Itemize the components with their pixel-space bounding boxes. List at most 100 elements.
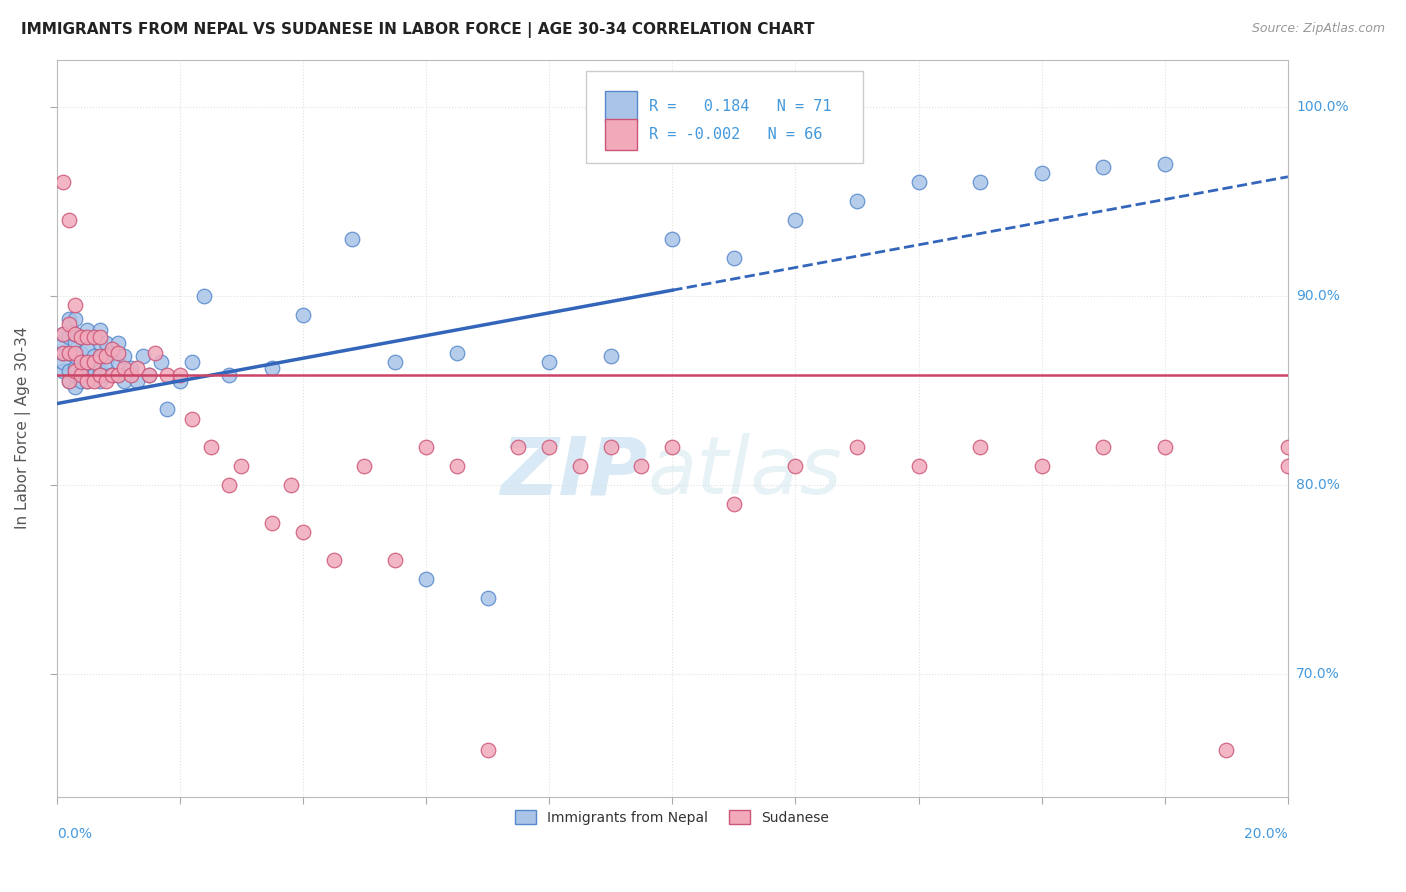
Point [1092, 440, 1115, 454]
Point [76, 330, 98, 344]
Point [291, 525, 314, 540]
Text: 100.0%: 100.0% [1296, 100, 1348, 114]
Text: 70.0%: 70.0% [1296, 667, 1340, 681]
Point [101, 345, 124, 359]
Point [1092, 161, 1115, 175]
Text: R = -0.002   N = 66: R = -0.002 N = 66 [650, 127, 823, 142]
Point [353, 458, 375, 473]
Point [661, 440, 683, 454]
Point [1153, 440, 1175, 454]
Text: 90.0%: 90.0% [1296, 289, 1340, 303]
Point [63, 364, 86, 378]
Point [107, 345, 129, 359]
Point [52, 336, 75, 351]
Point [63, 298, 86, 312]
Point [156, 402, 179, 417]
FancyBboxPatch shape [586, 70, 863, 163]
Point [138, 368, 160, 383]
Point [477, 591, 499, 606]
Point [52, 326, 75, 341]
Point [120, 360, 142, 375]
Point [94, 355, 117, 369]
Point [89, 323, 111, 337]
Point [94, 374, 117, 388]
Point [58, 374, 80, 388]
Point [76, 374, 98, 388]
Point [120, 368, 142, 383]
Point [415, 573, 437, 587]
Point [218, 478, 240, 492]
Point [94, 368, 117, 383]
FancyBboxPatch shape [605, 119, 637, 150]
Point [169, 374, 191, 388]
Point [101, 368, 124, 383]
Point [83, 330, 105, 344]
Point [112, 374, 135, 388]
Text: IMMIGRANTS FROM NEPAL VS SUDANESE IN LABOR FORCE | AGE 30-34 CORRELATION CHART: IMMIGRANTS FROM NEPAL VS SUDANESE IN LAB… [21, 22, 814, 38]
Point [63, 350, 86, 364]
Point [384, 355, 406, 369]
Point [785, 213, 807, 227]
Point [845, 194, 868, 209]
Point [52, 345, 75, 359]
Point [907, 458, 929, 473]
Point [63, 379, 86, 393]
Text: 80.0%: 80.0% [1296, 478, 1340, 491]
Point [538, 440, 561, 454]
Point [661, 232, 683, 246]
Text: 20.0%: 20.0% [1244, 827, 1288, 841]
Point [218, 368, 240, 383]
Point [138, 368, 160, 383]
Point [446, 458, 468, 473]
Point [845, 440, 868, 454]
Point [112, 360, 135, 375]
Point [384, 553, 406, 567]
Point [52, 326, 75, 341]
Point [477, 742, 499, 756]
Point [508, 440, 530, 454]
Point [969, 176, 991, 190]
Text: ZIP: ZIP [501, 434, 648, 511]
Point [63, 311, 86, 326]
Legend: Immigrants from Nepal, Sudanese: Immigrants from Nepal, Sudanese [510, 805, 835, 830]
Point [70, 364, 93, 378]
Point [1215, 742, 1237, 756]
Point [143, 345, 166, 359]
Point [101, 368, 124, 383]
Text: 0.0%: 0.0% [56, 827, 91, 841]
Point [58, 374, 80, 388]
Point [63, 326, 86, 341]
Point [280, 478, 302, 492]
Point [83, 350, 105, 364]
Point [58, 330, 80, 344]
Point [599, 440, 621, 454]
Point [101, 342, 124, 356]
Text: atlas: atlas [648, 434, 842, 511]
Y-axis label: In Labor Force | Age 30-34: In Labor Force | Age 30-34 [15, 327, 31, 530]
Point [107, 368, 129, 383]
Point [89, 364, 111, 378]
Point [70, 374, 93, 388]
Point [76, 323, 98, 337]
Point [107, 336, 129, 351]
Point [58, 345, 80, 359]
Point [70, 355, 93, 369]
Point [107, 355, 129, 369]
Point [58, 311, 80, 326]
Point [89, 336, 111, 351]
Point [58, 317, 80, 331]
Text: R =   0.184   N = 71: R = 0.184 N = 71 [650, 98, 831, 113]
Point [169, 368, 191, 383]
Point [181, 411, 204, 425]
Point [538, 355, 561, 369]
Point [63, 368, 86, 383]
Point [52, 345, 75, 359]
Point [94, 350, 117, 364]
Point [70, 330, 93, 344]
Point [599, 350, 621, 364]
Point [340, 232, 363, 246]
Point [150, 355, 173, 369]
Point [52, 355, 75, 369]
FancyBboxPatch shape [605, 91, 637, 121]
Point [156, 368, 179, 383]
